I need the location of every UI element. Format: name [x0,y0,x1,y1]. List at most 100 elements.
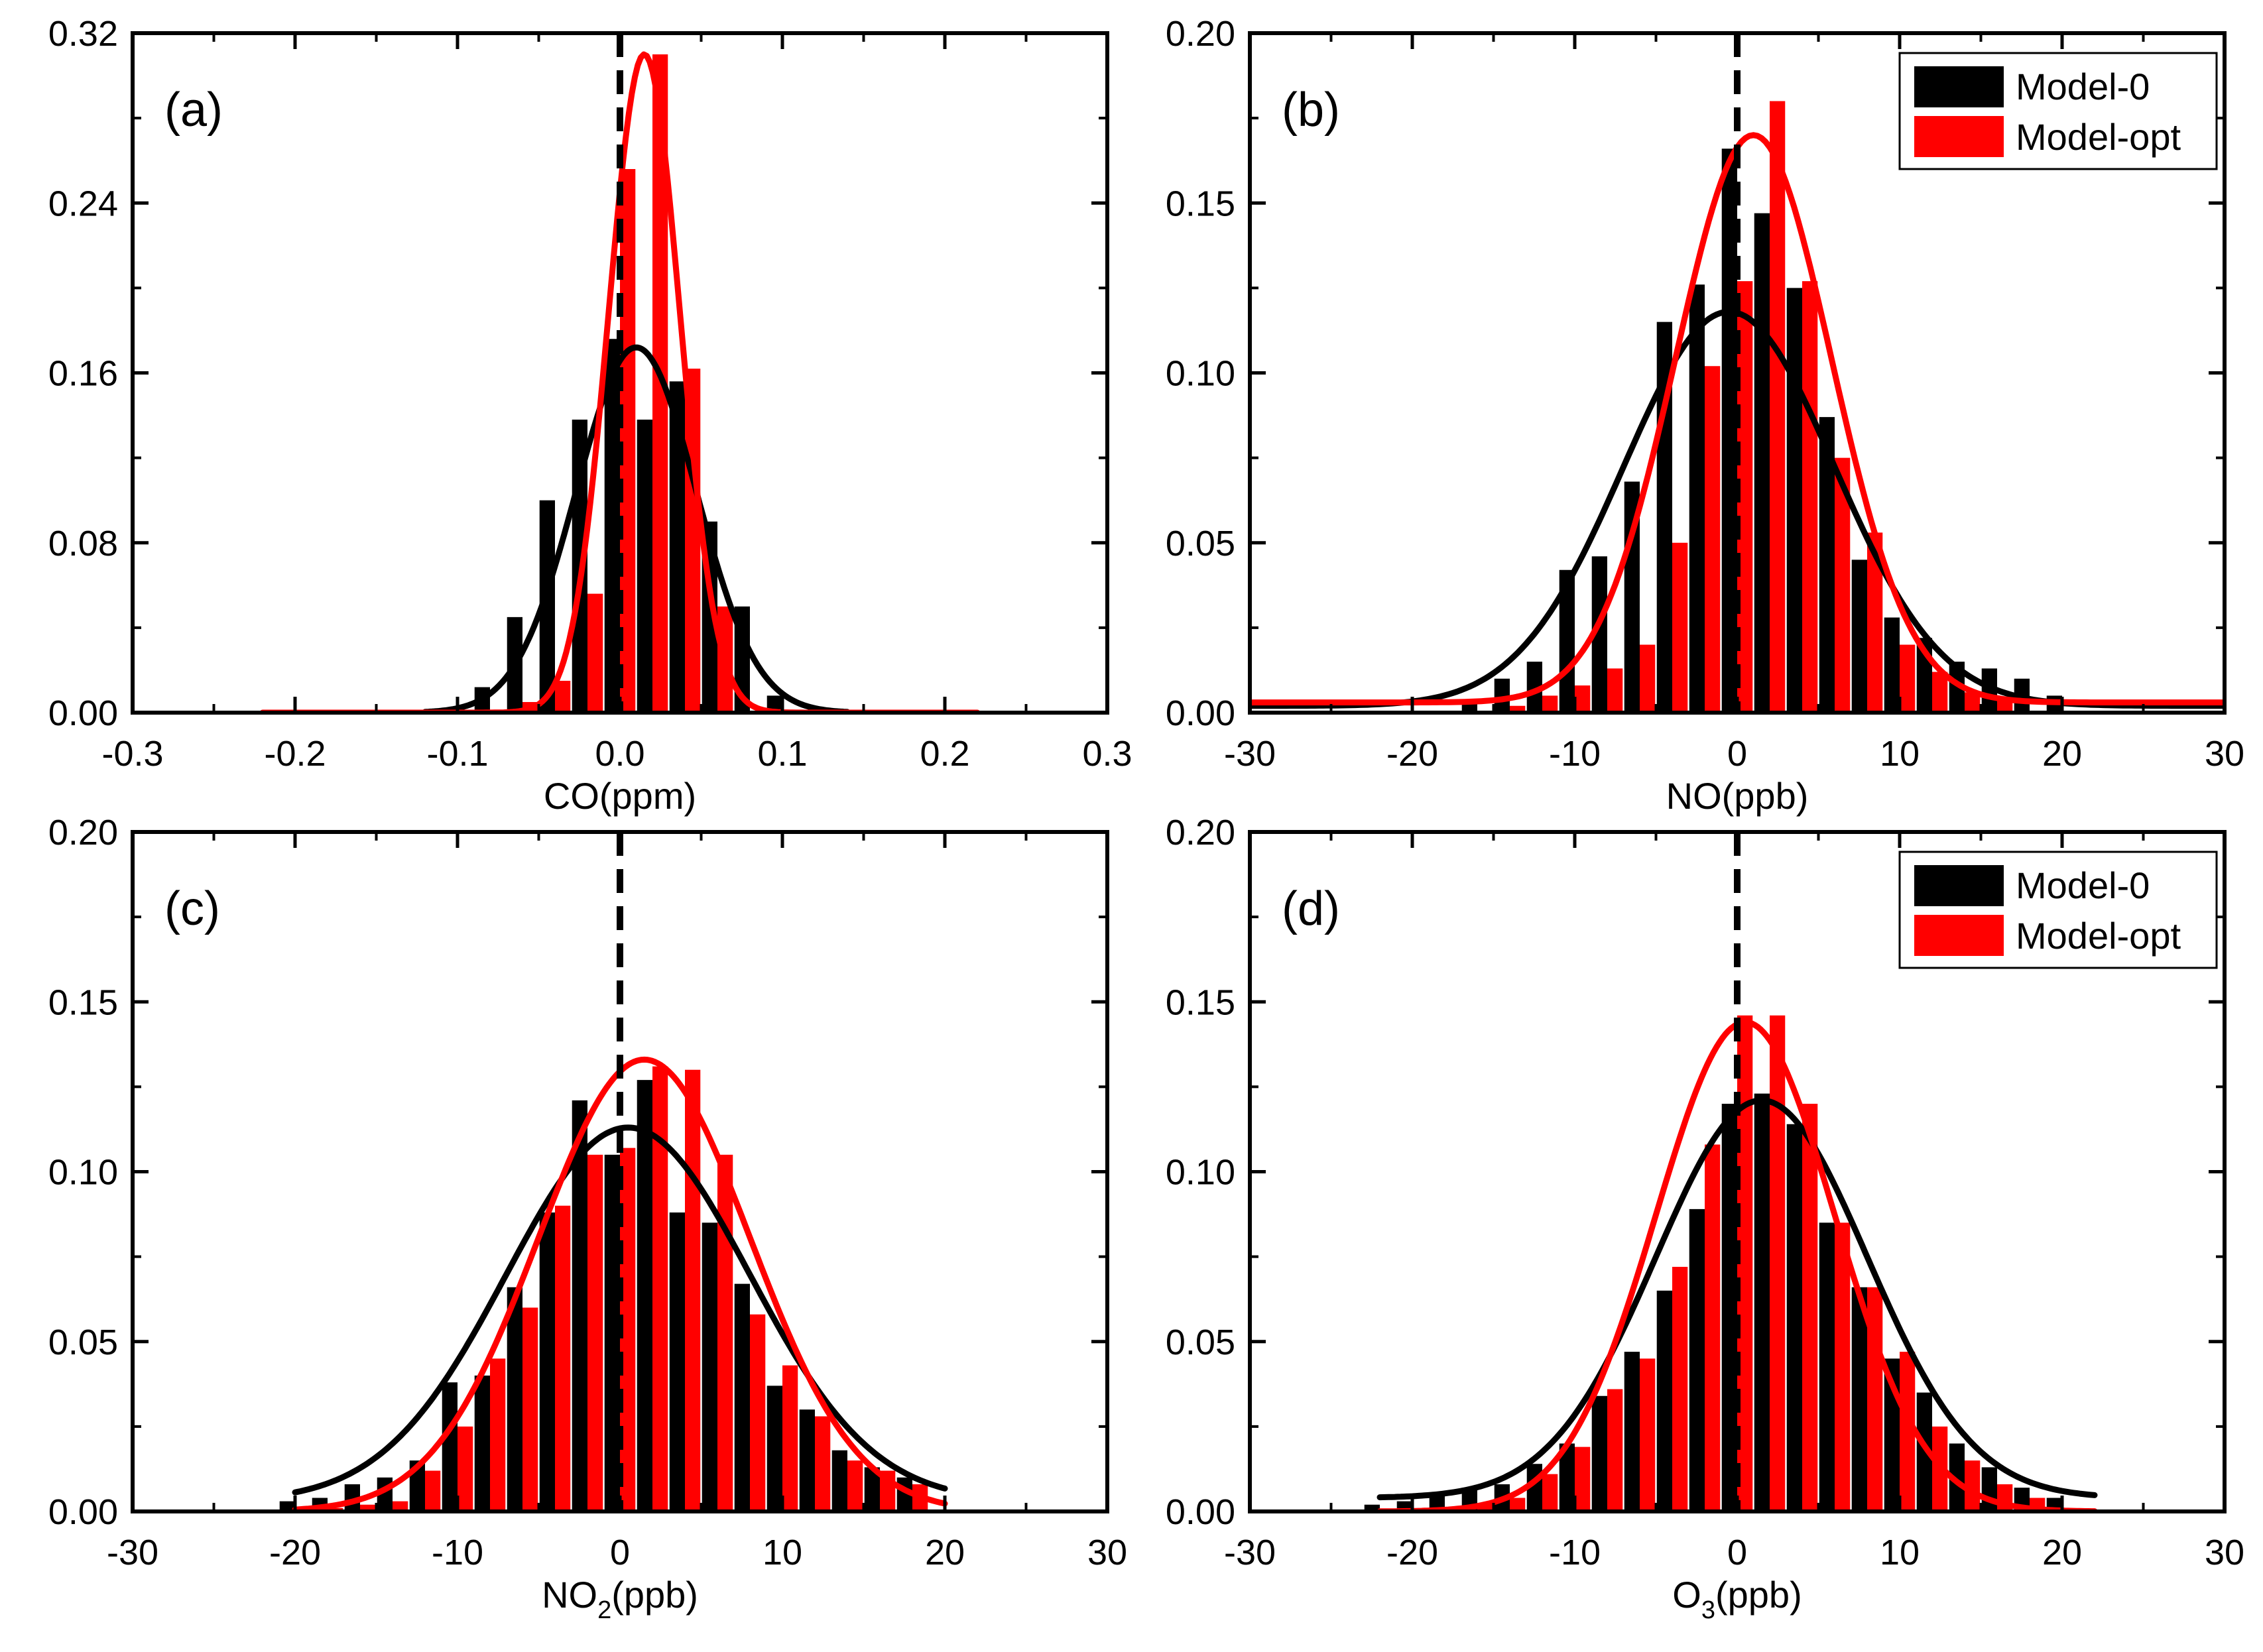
bar-modelopt [1965,692,1981,713]
bar-model0 [669,381,685,713]
bar-model0 [1949,662,1965,713]
bar-model0 [1591,556,1607,713]
x-tick-label: 10 [763,1533,802,1572]
bar-model0 [1851,1287,1867,1511]
legend-label-modelopt: Model-opt [2016,915,2181,957]
bar-model0 [572,1100,587,1511]
bar-model0 [1819,417,1835,713]
bar-model0 [1786,1124,1802,1511]
bar-modelopt [782,1365,798,1511]
y-tick-label: 0.20 [1166,813,1235,853]
fit-curve-model0 [292,1124,948,1496]
x-tick-label: 30 [1087,1533,1127,1572]
bar-modelopt [1737,281,1753,713]
bar-model0 [539,500,555,713]
x-tick-label: -20 [269,1533,321,1572]
bar-modelopt [1802,281,1818,713]
legend-swatch-model0 [1914,865,2004,906]
bar-model0 [507,1287,522,1511]
x-tick-label: 0 [1727,1533,1747,1572]
bar-model0 [442,1382,458,1511]
x-axis-label: CO(ppm) [544,775,696,817]
y-tick-label: 0.10 [1166,1153,1235,1193]
bar-modelopt [685,1069,701,1511]
bar-model0 [604,1154,620,1511]
y-tick-label: 0.15 [48,982,118,1022]
y-tick-label: 0.00 [1166,1492,1235,1532]
x-axis-label-tail: (ppb) [1715,1574,1802,1616]
x-tick-label: 0 [610,1533,630,1572]
y-tick-label: 0.08 [48,524,118,563]
y-tick-label: 0.20 [48,813,118,853]
bar-modelopt [587,593,603,713]
bar-model0 [1916,1392,1932,1511]
bar-model0 [1689,1209,1705,1511]
bar-modelopt [1705,366,1721,713]
y-tick-label: 0.00 [48,1492,118,1532]
x-axis-label: NO2(ppb) [542,1574,698,1624]
bar-modelopt [1640,644,1656,713]
x-tick-label: -0.3 [101,734,163,774]
bar-model0 [1819,1222,1835,1511]
legend-label-modelopt: Model-opt [2016,116,2181,158]
y-tick-label: 0.16 [48,354,118,394]
bar-modelopt [750,1314,766,1511]
fit-curve-model0 [422,344,851,713]
y-tick-label: 0.05 [48,1323,118,1362]
bar-modelopt [1575,685,1591,713]
x-tick-label: -30 [107,1533,158,1572]
x-tick-label: -30 [1224,1533,1276,1572]
bar-modelopt [652,54,668,713]
x-tick-label: -10 [432,1533,483,1572]
x-tick-label: 30 [2205,1533,2244,1572]
y-tick-label: 0.20 [1166,14,1235,54]
bar-modelopt [360,1504,376,1511]
bar-model0 [637,1080,652,1511]
bar-model0 [1624,1352,1640,1511]
x-axis-label: NO(ppb) [1666,775,1809,817]
bar-modelopt [815,1416,831,1511]
x-tick-label: -20 [1386,734,1438,774]
x-tick-label: 0 [1727,734,1747,774]
bar-model0 [1754,213,1770,713]
bar-model0 [799,1409,815,1511]
bar-modelopt [587,1154,603,1511]
bar-model0 [1786,288,1802,713]
bar-model0 [1559,1443,1575,1511]
panel-label: (b) [1282,84,1340,137]
bar-modelopt [555,680,571,713]
x-tick-label: 20 [925,1533,965,1572]
bar-modelopt [1737,1015,1753,1511]
panel-label: (a) [164,84,223,137]
x-tick-label: -10 [1549,1533,1601,1572]
panel-label: (d) [1282,882,1340,935]
bar-modelopt [1672,542,1688,713]
x-axis-label-main: NO [542,1574,597,1616]
bar-model0 [1754,1093,1770,1511]
y-tick-label: 0.32 [48,14,118,54]
x-tick-label: -20 [1386,1533,1438,1572]
bar-model0 [864,1467,880,1511]
legend-swatch-model0 [1914,66,2004,107]
bar-model0 [1656,1290,1672,1511]
y-tick-label: 0.15 [1166,184,1235,223]
x-axis-label: O3(ppb) [1672,1574,1802,1624]
panel-label: (c) [164,882,220,935]
x-axis-label-main: O [1672,1574,1701,1616]
bar-model0 [1591,1395,1607,1511]
bar-modelopt [1542,695,1558,713]
bar-modelopt [555,1205,571,1511]
legend-swatch-modelopt [1914,915,2004,956]
y-tick-label: 0.15 [1166,982,1235,1022]
bar-modelopt [1900,644,1916,713]
bar-modelopt [393,1501,408,1511]
bar-modelopt [1510,705,1526,713]
legend: Model-0 Model-opt [1898,52,2218,170]
bar-model0 [1949,1443,1965,1511]
bar-modelopt [522,1307,538,1511]
x-tick-label: -30 [1224,734,1276,774]
x-tick-label: 0.3 [1082,734,1132,774]
x-tick-label: 10 [1880,1533,1920,1572]
bar-model0 [1851,560,1867,713]
x-tick-label: 20 [2042,734,2082,774]
